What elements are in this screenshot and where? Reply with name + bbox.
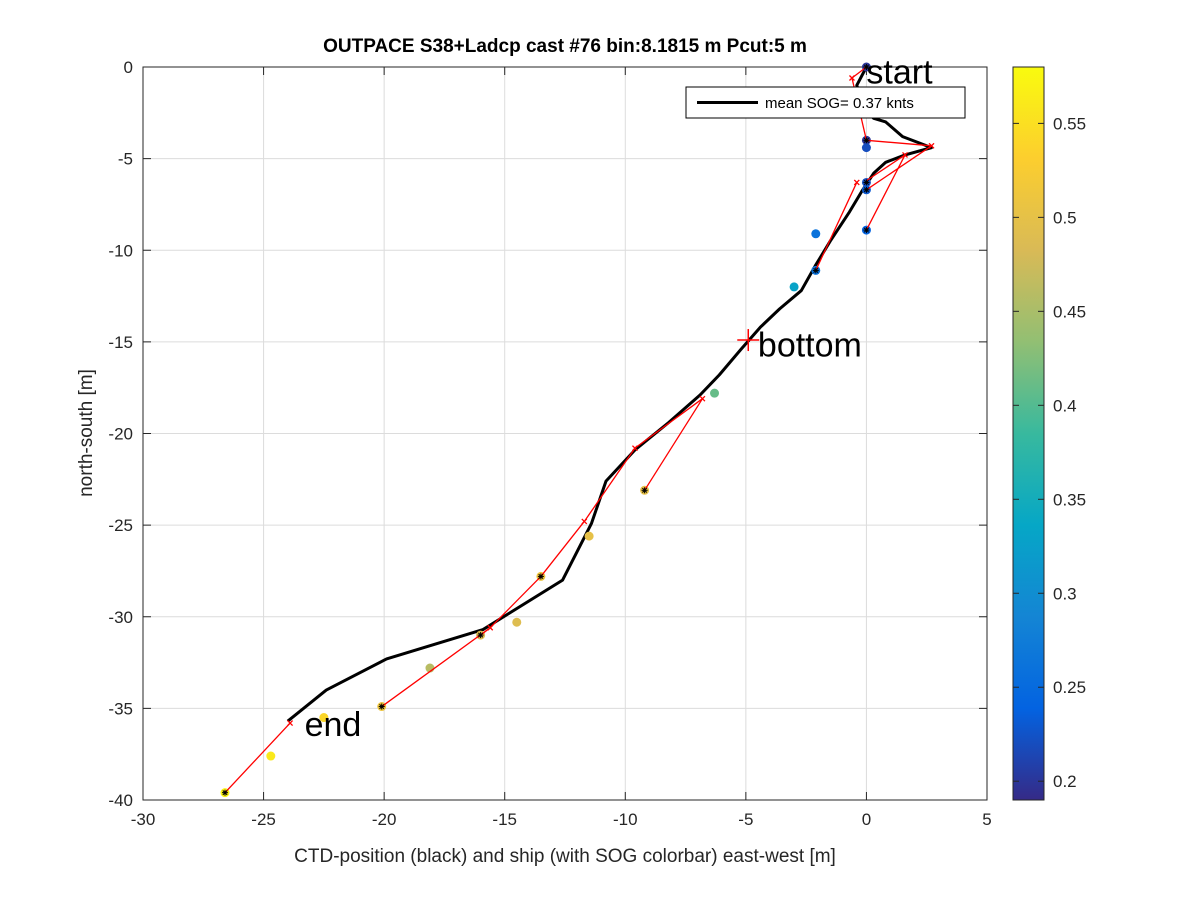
x-tick-label: -5 bbox=[738, 810, 753, 829]
star-marker bbox=[478, 632, 484, 638]
red-connector-segment bbox=[644, 398, 704, 491]
annotation-start: start bbox=[866, 53, 933, 91]
y-tick-label: -25 bbox=[108, 516, 133, 535]
star-marker bbox=[538, 573, 544, 579]
star-marker bbox=[813, 267, 819, 273]
axes: -30 -25 -20 -15 -10 -5 0 5 0 -5 -10 -15 -20 -25 -30 -35… bbox=[108, 58, 991, 829]
colorbar-gradient bbox=[1012, 66, 1045, 801]
red-marker bbox=[287, 720, 294, 726]
x-tick-label: -25 bbox=[251, 810, 276, 829]
colorbar-tick-label: 0.55 bbox=[1053, 114, 1086, 133]
ctd-track-line bbox=[286, 66, 934, 723]
y-tick-label: -5 bbox=[118, 150, 133, 169]
red-marker bbox=[631, 445, 638, 452]
red-connector-segment bbox=[224, 722, 291, 794]
red-connector-segment bbox=[865, 154, 906, 231]
ship-sog-point bbox=[811, 229, 821, 239]
colorbar-tick-label: 0.35 bbox=[1053, 490, 1086, 509]
annotation-layer: start bottom end bbox=[305, 53, 934, 743]
y-tick-label: -35 bbox=[108, 699, 133, 718]
colorbar-tick-label: 0.4 bbox=[1053, 396, 1077, 415]
x-tick-label: -15 bbox=[492, 810, 517, 829]
x-tick-label: -20 bbox=[372, 810, 397, 829]
legend: mean SOG= 0.37 knts bbox=[685, 86, 966, 119]
red-marker bbox=[853, 179, 860, 186]
y-tick-label: -40 bbox=[108, 791, 133, 810]
red-marker bbox=[849, 75, 855, 81]
red-connector-segment bbox=[540, 521, 585, 577]
star-marker bbox=[863, 187, 869, 193]
ship-sog-point bbox=[789, 282, 799, 292]
x-tick-label: -30 bbox=[131, 810, 156, 829]
ship-sog-point bbox=[266, 751, 276, 761]
red-connector-segment bbox=[815, 182, 858, 271]
y-axis-title: north-south [m] bbox=[76, 369, 97, 497]
star-marker bbox=[863, 179, 869, 186]
y-tick-label: -20 bbox=[108, 425, 133, 444]
star-marker bbox=[379, 703, 385, 710]
grid bbox=[143, 67, 987, 800]
series-layer bbox=[220, 62, 935, 798]
red-connector-segment bbox=[866, 139, 932, 147]
ship-sog-point bbox=[319, 713, 329, 723]
colorbar-tick-label: 0.45 bbox=[1053, 302, 1086, 321]
red-connector-segment bbox=[583, 447, 636, 522]
red-marker bbox=[487, 624, 494, 631]
x-tick-label: -10 bbox=[613, 810, 638, 829]
x-axis-title: CTD-position (black) and ship (with SOG … bbox=[294, 846, 836, 867]
annotation-end: end bbox=[305, 706, 362, 744]
red-connector-segment bbox=[489, 575, 542, 629]
red-marker bbox=[699, 395, 706, 402]
red-marker bbox=[928, 142, 935, 149]
colorbar-tick-label: 0.3 bbox=[1053, 584, 1077, 603]
annotation-bottom: bottom bbox=[758, 327, 862, 365]
ship-sog-point bbox=[512, 617, 522, 627]
red-connector-segment bbox=[634, 398, 703, 449]
star-marker bbox=[863, 137, 869, 143]
y-tick-label: -30 bbox=[108, 608, 133, 627]
ship-sog-point bbox=[861, 143, 871, 153]
y-tick-label: -15 bbox=[108, 333, 133, 352]
star-marker bbox=[222, 790, 228, 796]
y-tick-label: -10 bbox=[108, 241, 133, 260]
red-connector-segment bbox=[381, 627, 491, 708]
y-tick-label: 0 bbox=[124, 58, 133, 77]
colorbar-tick-label: 0.25 bbox=[1053, 678, 1086, 697]
x-tick-label: 0 bbox=[862, 810, 871, 829]
red-marker bbox=[902, 152, 908, 158]
chart-title: OUTPACE S38+Ladcp cast #76 bin:8.1815 m … bbox=[323, 36, 807, 57]
star-marker bbox=[642, 487, 648, 493]
red-connector-segment bbox=[866, 154, 906, 182]
ship-sog-point bbox=[584, 531, 594, 541]
x-tick-label: 5 bbox=[982, 810, 991, 829]
colorbar-tick-label: 0.5 bbox=[1053, 208, 1077, 227]
ship-sog-point bbox=[710, 388, 720, 398]
star-marker bbox=[863, 227, 869, 233]
colorbar-tick-label: 0.2 bbox=[1053, 772, 1077, 791]
star-marker bbox=[863, 64, 869, 70]
legend-label: mean SOG= 0.37 knts bbox=[765, 95, 914, 112]
red-marker bbox=[581, 518, 588, 525]
colorbar: 0.2 0.25 0.3 0.35 0.4 0.45 0.5 0.55 bbox=[1012, 66, 1086, 801]
